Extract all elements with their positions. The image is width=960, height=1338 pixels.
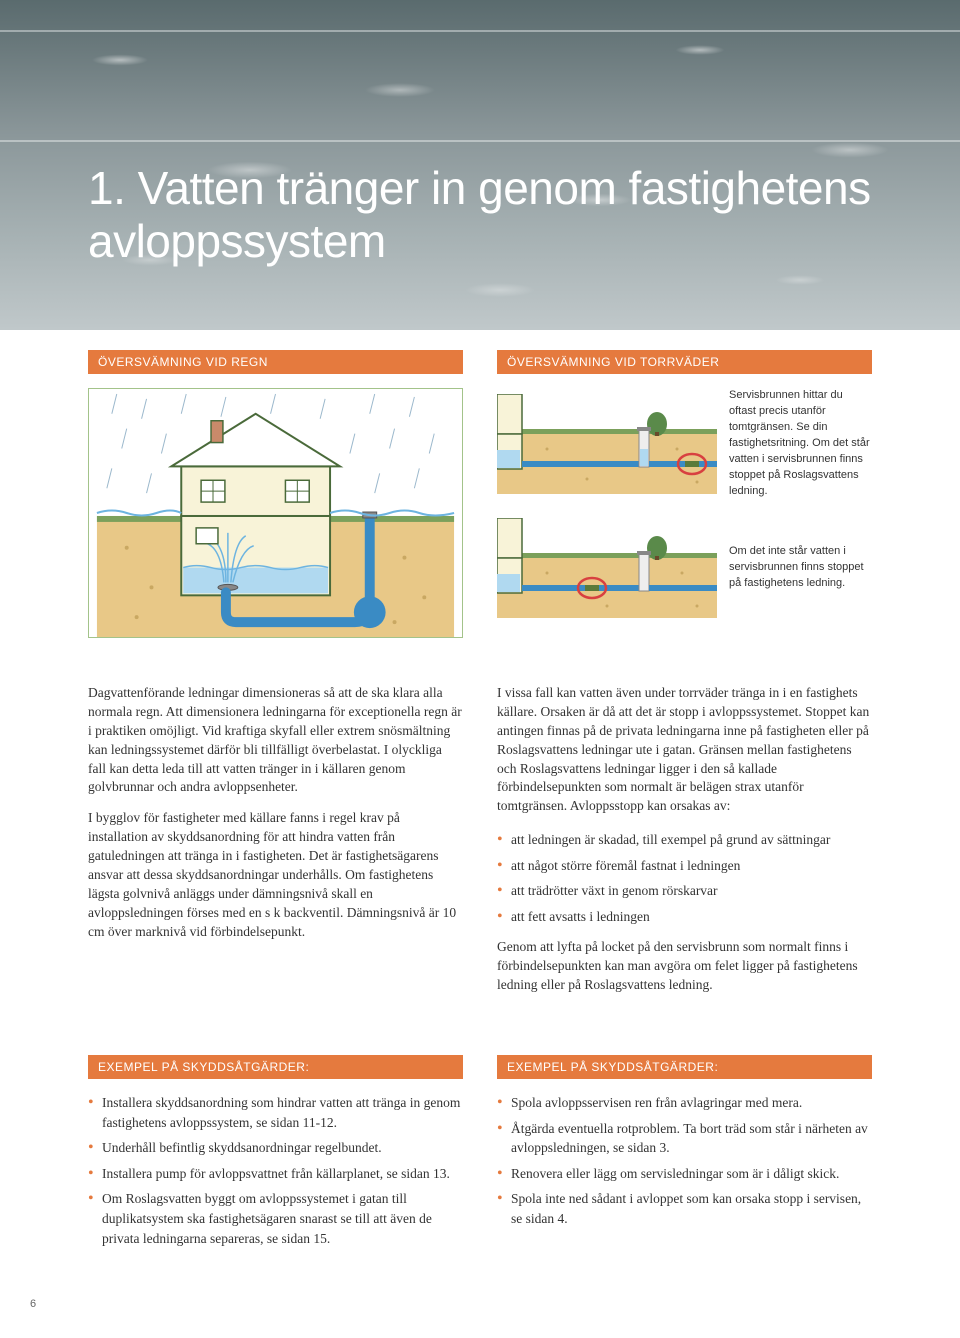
left-para-1: Dagvattenförande ledningar dimensioneras… <box>88 684 463 797</box>
cause-item: att trädrötter växt in genom rörskarvar <box>497 881 872 901</box>
measure-item: Om Roslagsvatten byggt om avloppssysteme… <box>88 1189 463 1248</box>
measure-item: Spola inte ned sådant i avloppet som kan… <box>497 1189 872 1228</box>
caption-dry-1: Servisbrunnen hittar du oftast precis ut… <box>729 388 872 500</box>
measure-item: Underhåll befintlig skyddsanordningar re… <box>88 1138 463 1158</box>
measure-item: Spola avloppsservisen ren från avlagring… <box>497 1093 872 1113</box>
causes-list: att ledningen är skadad, till exempel på… <box>497 830 872 926</box>
tag-dry: ÖVERSVÄMNING VID TORRVÄDER <box>497 350 872 374</box>
cause-item: att något större föremål fastnat i ledni… <box>497 856 872 876</box>
page-number: 6 <box>0 1280 960 1322</box>
caption-dry-2: Om det inte står vatten i servisbrunnen … <box>729 544 872 592</box>
tag-measures-right: EXEMPEL PÅ SKYDDSÅTGÄRDER: <box>497 1055 872 1079</box>
tag-rain: ÖVERSVÄMNING VID REGN <box>88 350 463 374</box>
measures-left: Installera skyddsanordning som hindrar v… <box>88 1093 463 1248</box>
cause-item: att ledningen är skadad, till exempel på… <box>497 830 872 850</box>
measure-item: Installera skyddsanordning som hindrar v… <box>88 1093 463 1132</box>
tag-measures-left: EXEMPEL PÅ SKYDDSÅTGÄRDER: <box>88 1055 463 1079</box>
right-para-2: Genom att lyfta på locket på den servisb… <box>497 938 872 995</box>
measures-right: Spola avloppsservisen ren från avlagring… <box>497 1093 872 1228</box>
right-para-1: I vissa fall kan vatten även under torrv… <box>497 684 872 816</box>
diagram-rain-flooding <box>88 388 463 638</box>
cause-item: att fett avsatts i ledningen <box>497 907 872 927</box>
hero-water-photo: 1. Vatten tränger in genom fastighetens … <box>0 0 960 330</box>
measure-item: Åtgärda eventuella rotproblem. Ta bort t… <box>497 1119 872 1158</box>
measure-item: Renovera eller lägg om servisledningar s… <box>497 1164 872 1184</box>
page-title: 1. Vatten tränger in genom fastighetens … <box>88 162 960 268</box>
diagram-dry-2: Om det inte står vatten i servisbrunnen … <box>497 518 872 618</box>
left-para-2: I bygglov för fastigheter med källare fa… <box>88 809 463 941</box>
measure-item: Installera pump för avloppsvattnet från … <box>88 1164 463 1184</box>
diagram-dry-1: Servisbrunnen hittar du oftast precis ut… <box>497 388 872 500</box>
